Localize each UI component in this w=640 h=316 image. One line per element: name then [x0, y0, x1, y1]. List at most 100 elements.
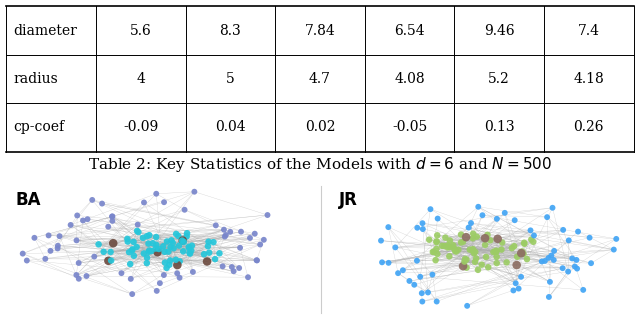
Point — [124, 250, 134, 255]
Point — [131, 244, 141, 249]
Point — [377, 260, 387, 265]
Point — [432, 252, 442, 257]
Point — [519, 241, 529, 246]
Point — [443, 245, 453, 250]
Point — [22, 258, 32, 263]
Point — [528, 239, 538, 244]
Point — [44, 233, 54, 238]
Point — [175, 275, 185, 280]
Point — [460, 259, 470, 264]
Point — [133, 229, 143, 234]
Point — [432, 233, 442, 238]
Text: 4.7: 4.7 — [309, 72, 331, 86]
Point — [393, 270, 403, 276]
Point — [125, 276, 136, 281]
Text: JR: JR — [339, 191, 358, 209]
Point — [139, 251, 149, 256]
Text: -0.09: -0.09 — [123, 120, 159, 134]
Point — [485, 238, 495, 243]
Text: diameter: diameter — [13, 24, 77, 38]
Point — [469, 251, 479, 256]
Point — [103, 224, 113, 229]
Point — [480, 242, 490, 247]
Point — [540, 258, 550, 264]
Point — [141, 261, 152, 266]
Point — [468, 248, 478, 253]
Point — [429, 249, 439, 254]
Point — [236, 229, 246, 234]
Point — [129, 239, 139, 244]
Point — [558, 227, 568, 232]
Point — [173, 234, 184, 239]
Point — [255, 242, 265, 247]
Point — [177, 238, 188, 243]
Point — [508, 288, 518, 293]
Point — [519, 240, 529, 245]
Point — [468, 236, 478, 241]
Point — [107, 214, 117, 219]
Point — [431, 299, 442, 304]
Point — [127, 292, 138, 297]
Point — [578, 287, 588, 292]
Text: 0.13: 0.13 — [484, 120, 515, 134]
Point — [142, 234, 152, 239]
Point — [163, 249, 173, 254]
Text: 7.84: 7.84 — [305, 24, 335, 38]
Point — [211, 223, 221, 228]
Point — [171, 257, 181, 262]
Point — [609, 247, 619, 252]
Point — [509, 218, 520, 223]
Point — [473, 204, 483, 209]
Point — [412, 225, 422, 230]
Point — [159, 200, 169, 205]
Point — [518, 251, 529, 256]
Point — [187, 243, 197, 248]
Point — [210, 257, 220, 262]
Point — [78, 218, 88, 223]
Point — [543, 255, 554, 260]
Point — [544, 295, 554, 300]
Point — [143, 241, 154, 246]
Point — [184, 246, 195, 251]
Point — [480, 236, 490, 241]
Point — [116, 270, 127, 276]
Point — [456, 240, 466, 245]
Point — [492, 248, 502, 253]
Point — [426, 207, 436, 212]
Point — [184, 250, 195, 255]
Point — [178, 238, 188, 243]
Point — [221, 233, 231, 238]
Point — [182, 234, 192, 239]
Point — [151, 191, 161, 196]
Point — [557, 266, 568, 271]
Point — [179, 240, 189, 245]
Point — [185, 251, 195, 256]
Point — [159, 249, 170, 254]
Point — [52, 246, 63, 251]
Point — [468, 246, 478, 252]
Point — [218, 264, 228, 269]
Point — [456, 232, 466, 237]
Point — [108, 214, 118, 219]
Point — [234, 265, 244, 270]
Point — [179, 207, 189, 212]
Point — [545, 279, 555, 284]
Point — [433, 216, 443, 221]
Point — [444, 245, 454, 250]
Point — [204, 239, 214, 244]
Point — [390, 245, 401, 250]
Point — [142, 255, 152, 260]
Point — [492, 254, 502, 259]
Text: 4.18: 4.18 — [573, 72, 604, 86]
Point — [462, 303, 472, 308]
Point — [143, 249, 154, 254]
Point — [458, 264, 468, 269]
Point — [445, 238, 455, 243]
Point — [184, 244, 194, 249]
Point — [127, 247, 138, 252]
Point — [526, 237, 536, 242]
Point — [493, 236, 503, 241]
Point — [517, 249, 527, 254]
Point — [428, 249, 438, 254]
Point — [418, 227, 428, 232]
